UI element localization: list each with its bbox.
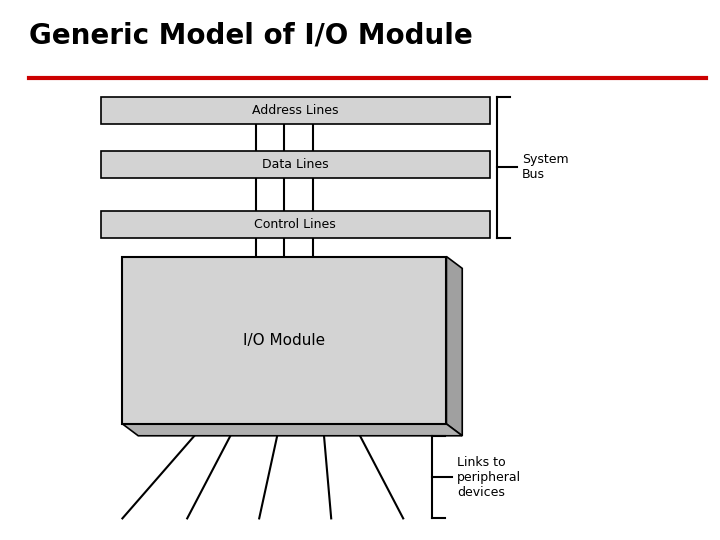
Polygon shape: [122, 424, 462, 436]
Text: Links to
peripheral
devices: Links to peripheral devices: [457, 456, 521, 498]
FancyBboxPatch shape: [101, 151, 490, 178]
Text: Address Lines: Address Lines: [252, 104, 338, 117]
Text: System
Bus: System Bus: [522, 153, 569, 181]
Text: Generic Model of I/O Module: Generic Model of I/O Module: [29, 22, 472, 50]
Text: Control Lines: Control Lines: [254, 218, 336, 231]
Text: Data Lines: Data Lines: [262, 158, 328, 171]
FancyBboxPatch shape: [101, 97, 490, 124]
FancyBboxPatch shape: [101, 211, 490, 238]
Polygon shape: [446, 256, 462, 436]
Text: I/O Module: I/O Module: [243, 333, 325, 348]
FancyBboxPatch shape: [122, 256, 446, 424]
